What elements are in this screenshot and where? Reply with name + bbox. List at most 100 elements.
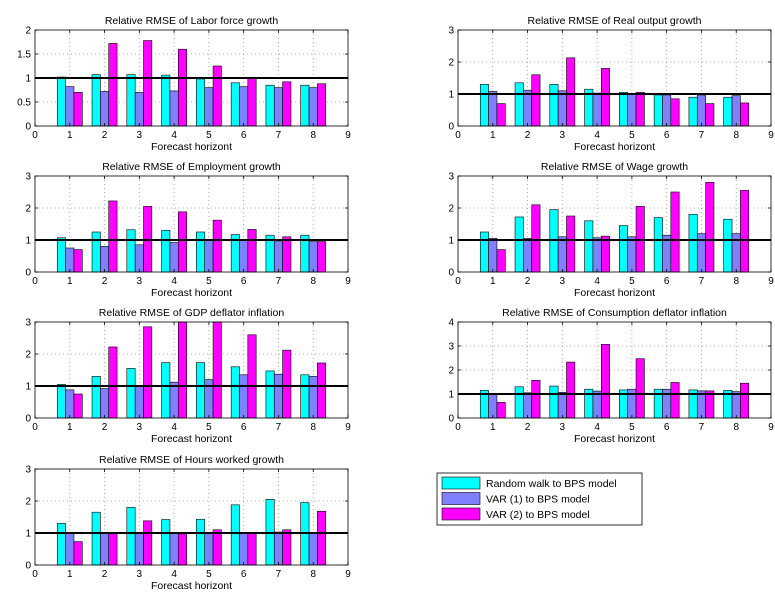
bar	[317, 241, 327, 273]
x-tick-label: 3	[137, 130, 143, 141]
x-axis-label: Forecast horizont	[151, 580, 232, 592]
plot-area	[35, 176, 348, 272]
legend-label: Random walk to BPS model	[486, 478, 617, 490]
bar	[619, 225, 629, 273]
x-tick-label: 6	[664, 130, 670, 141]
x-tick-label: 3	[560, 422, 566, 433]
bar	[204, 239, 214, 273]
bar	[523, 238, 533, 273]
x-tick-label: 7	[276, 569, 282, 580]
bar	[619, 92, 629, 127]
x-tick-label: 1	[67, 130, 73, 141]
bar	[653, 217, 663, 273]
chart-title: Relative RMSE of Employment growth	[102, 161, 281, 173]
bar	[265, 370, 275, 419]
x-tick-label: 1	[490, 276, 496, 287]
chart-panel-7: 0 1 2 3 4 5 6 7 8 9 0 1 2 3 Relative RMSE of Hours wor…	[25, 454, 351, 592]
x-tick-label: 1	[67, 569, 73, 580]
x-tick-label: 7	[699, 422, 705, 433]
y-tick-label: 3	[25, 318, 31, 329]
bar	[740, 102, 750, 127]
bar	[177, 321, 187, 419]
bar	[247, 229, 257, 273]
bar	[705, 182, 715, 273]
bar	[549, 84, 559, 127]
x-tick-label: 8	[310, 422, 316, 433]
bar	[308, 376, 318, 419]
bar	[557, 236, 567, 273]
x-axis-label: Forecast horizont	[151, 287, 232, 299]
x-tick-label: 3	[560, 130, 566, 141]
bar	[204, 532, 214, 566]
bar	[273, 531, 283, 566]
y-tick-label: 0	[448, 122, 454, 133]
y-tick-label: 3	[448, 26, 454, 37]
x-tick-label: 7	[276, 276, 282, 287]
bar	[273, 87, 283, 127]
x-tick-label: 7	[699, 276, 705, 287]
bar	[740, 190, 750, 273]
bar	[196, 362, 206, 419]
bar	[65, 532, 75, 566]
bar	[177, 211, 187, 273]
x-tick-label: 7	[699, 130, 705, 141]
bar	[670, 191, 680, 273]
bar	[723, 96, 733, 127]
bar	[65, 247, 75, 273]
x-tick-label: 2	[102, 130, 108, 141]
bar	[212, 529, 222, 566]
bar	[696, 94, 706, 127]
x-tick-label: 5	[206, 130, 212, 141]
x-tick-label: 6	[241, 130, 247, 141]
x-tick-label: 5	[206, 276, 212, 287]
bar	[100, 91, 110, 127]
bar	[514, 386, 524, 419]
bar	[496, 402, 506, 419]
axes-box	[34, 321, 349, 419]
x-tick-label: 5	[629, 276, 635, 287]
bar	[65, 86, 75, 127]
bar	[531, 74, 541, 127]
bar	[282, 81, 292, 127]
chart-title: Relative RMSE of Wage growth	[541, 161, 688, 173]
bar	[600, 344, 610, 419]
bar	[239, 86, 249, 127]
chart-panel-5: 0 1 2 3 4 5 6 7 8 9 0 1 2 3 Relative RMSE of GDP defla…	[25, 307, 351, 445]
bar	[100, 388, 110, 419]
x-tick-label: 8	[310, 569, 316, 580]
bar	[531, 204, 541, 273]
bar	[177, 533, 187, 566]
x-tick-label: 0	[32, 276, 38, 287]
y-tick-label: 4	[448, 318, 454, 329]
y-tick-label: 1	[25, 236, 31, 247]
chart-title: Relative RMSE of GDP deflator inflation	[99, 307, 285, 319]
x-tick-label: 6	[664, 422, 670, 433]
bar	[600, 235, 610, 273]
x-tick-label: 6	[241, 569, 247, 580]
y-tick-label: 1	[25, 529, 31, 540]
bar	[488, 91, 498, 127]
x-axis-label: Forecast horizont	[574, 141, 655, 153]
bar	[126, 74, 136, 127]
bar	[100, 246, 110, 273]
bar	[635, 358, 645, 419]
bar	[56, 523, 66, 566]
chart-title: Relative RMSE of Consumption deflator in…	[502, 307, 727, 319]
bar	[592, 237, 602, 273]
bar	[239, 532, 249, 566]
bar	[273, 373, 283, 419]
chart-title: Relative RMSE of Labor force growth	[105, 15, 278, 27]
x-tick-label: 4	[594, 422, 600, 433]
bar	[247, 532, 257, 566]
x-tick-label: 2	[102, 422, 108, 433]
bar	[488, 238, 498, 273]
axes-box	[34, 175, 349, 273]
x-tick-label: 8	[733, 130, 739, 141]
legend-swatch	[441, 507, 481, 521]
y-tick-label: 0	[448, 268, 454, 279]
bar	[196, 78, 206, 127]
x-tick-label: 6	[241, 276, 247, 287]
bar	[134, 244, 144, 273]
bar	[670, 382, 680, 419]
x-tick-label: 2	[525, 422, 531, 433]
